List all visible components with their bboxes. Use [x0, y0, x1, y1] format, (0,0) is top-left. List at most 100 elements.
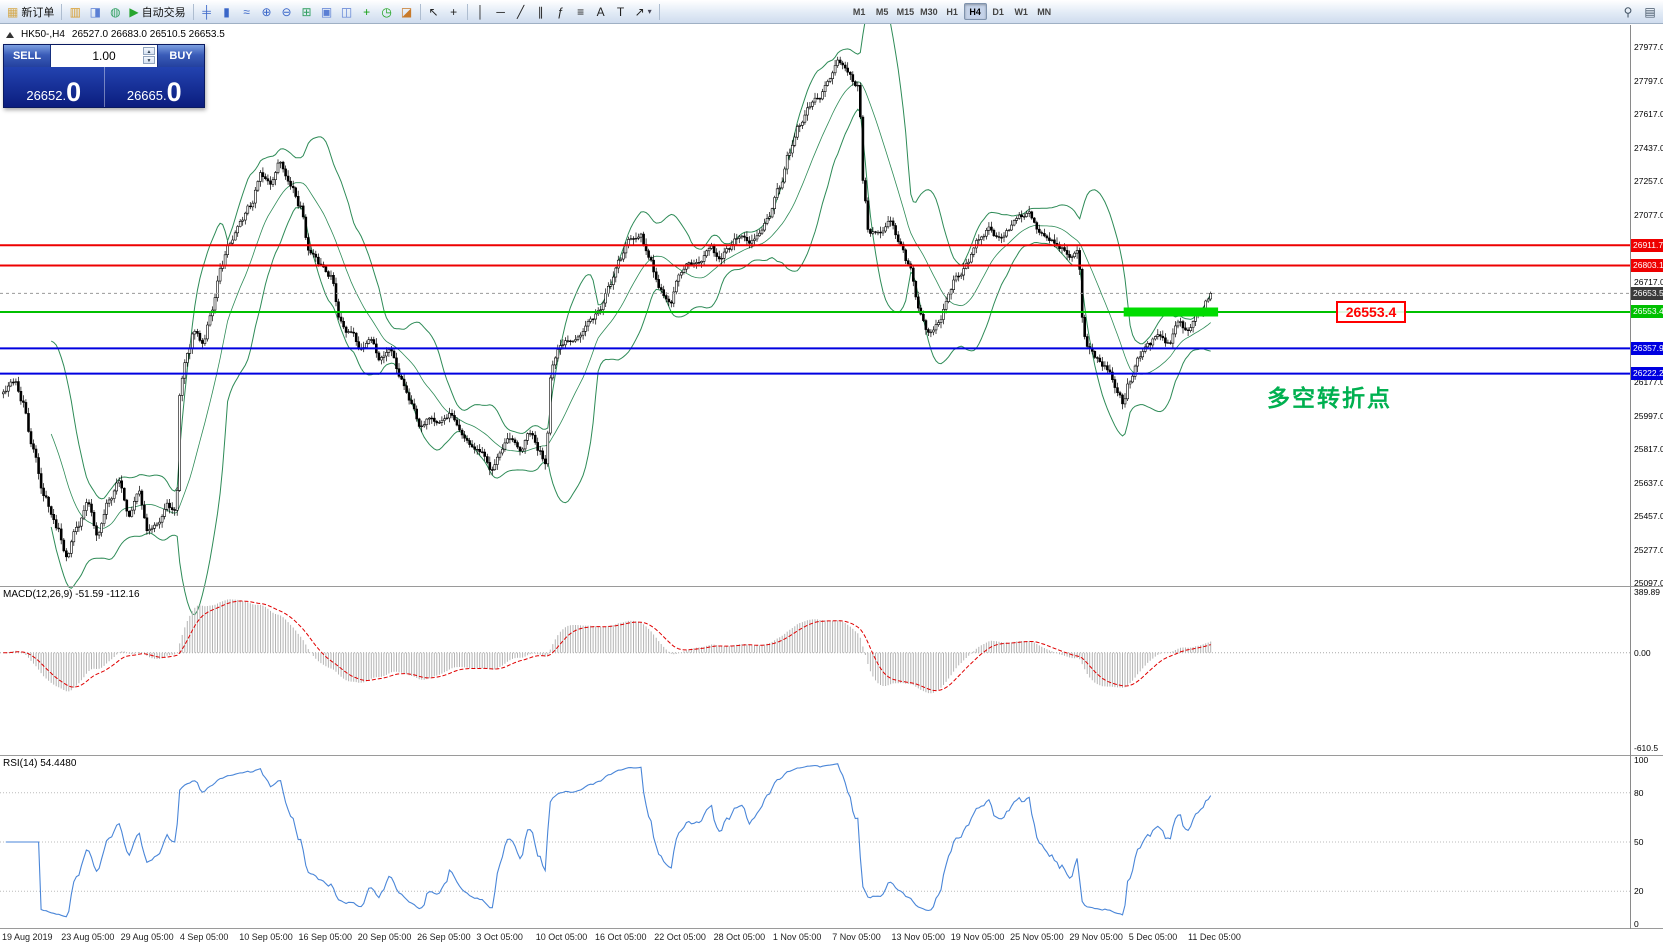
volume-field: ▲ ▼: [50, 45, 158, 67]
sell-price-big-digit: 0: [66, 77, 82, 108]
crosshair-icon: +: [450, 4, 458, 19]
volume-input[interactable]: [71, 49, 137, 63]
main-toolbar: ▦ 新订单 ▥ ◨ ◍ ▶ 自动交易 ╪ ▮ ≈ ⊕ ⊖ ⊞ ▣ ◫ + ◷ ◪ ↖ + │ ─ ╱ ∥ ƒ ≡ A T…: [0, 0, 1663, 24]
elliott-button[interactable]: ≡: [571, 2, 591, 22]
timeframe-w1-button[interactable]: W1: [1014, 6, 1028, 17]
cursor-icon: ↖: [428, 4, 439, 19]
cycles-button[interactable]: ◷: [377, 2, 397, 22]
templates-icon: ◪: [400, 4, 413, 19]
elliott-icon: ≡: [577, 4, 585, 19]
text-button[interactable]: A: [591, 2, 611, 22]
oneclick-toggle-icon[interactable]: [6, 31, 14, 38]
trendline-icon: ╱: [516, 4, 525, 19]
highlight-zone[interactable]: [1123, 307, 1219, 317]
timeframe-h1-button[interactable]: H1: [946, 6, 958, 17]
buy-price-big-digit: 0: [166, 77, 182, 108]
sell-price-main: 26652.: [26, 88, 67, 103]
timeframe-m30-button[interactable]: M30: [920, 6, 938, 17]
indicators-icon: +: [363, 4, 371, 19]
buy-price-main: 26665.: [126, 88, 167, 103]
price-divider: [103, 67, 105, 107]
bollinger-upper-band: [50, 0, 1212, 500]
timeframe-h4-button[interactable]: H4: [963, 3, 987, 20]
bollinger-middle-band: [50, 81, 1211, 529]
label-button[interactable]: T: [611, 2, 631, 22]
arrange-windows-button[interactable]: ▣: [317, 2, 337, 22]
macd-signal-line: [3, 600, 1211, 692]
toolbar-separator: [419, 3, 421, 20]
navigator-button[interactable]: ◍: [105, 2, 125, 22]
arrange-windows-icon: ▣: [320, 4, 333, 19]
toolbar-separator: [658, 3, 660, 20]
candlestick-chart-icon: ▮: [223, 4, 230, 19]
line-chart-icon: ≈: [243, 4, 250, 19]
zoom-in-icon: ⊕: [261, 4, 272, 19]
line-chart-button[interactable]: ≈: [237, 2, 257, 22]
zoom-in-button[interactable]: ⊕: [257, 2, 277, 22]
toolbar-separator: [192, 3, 194, 20]
tile-windows-icon: ⊞: [301, 4, 312, 19]
search-icon: ⚲: [1623, 4, 1633, 19]
candlestick-chart-button[interactable]: ▮: [217, 2, 237, 22]
bull-candles: [1, 59, 1212, 558]
horizontal-line-icon: ─: [496, 4, 505, 19]
new-order-label: 新订单: [21, 6, 55, 19]
navigator-icon: ◍: [110, 4, 121, 19]
chevron-down-icon: ▾: [647, 7, 652, 16]
timeframe-d1-button[interactable]: D1: [992, 6, 1004, 17]
sell-button[interactable]: SELL: [4, 45, 50, 67]
timeframe-m15-button[interactable]: M15: [896, 6, 915, 17]
sell-price[interactable]: 26652. 0: [4, 67, 104, 107]
new-order-button[interactable]: ▦ 新订单: [3, 2, 58, 22]
autotrade-label: 自动交易: [141, 6, 186, 19]
panels-icon: ▤: [1644, 4, 1656, 19]
autotrade-button[interactable]: ▶ 自动交易: [125, 2, 189, 22]
timeframe-m1-button[interactable]: M1: [852, 6, 866, 17]
rsi-line: [5, 763, 1212, 918]
data-window-button[interactable]: ◨: [85, 2, 105, 22]
new-order-icon: ▦: [7, 4, 19, 19]
data-window-icon: ◨: [89, 4, 102, 19]
tile-windows-button[interactable]: ⊞: [297, 2, 317, 22]
fibonacci-button[interactable]: ƒ: [551, 2, 571, 22]
volume-up-icon[interactable]: ▲: [143, 47, 155, 55]
vertical-line-icon: │: [476, 4, 485, 19]
trendline-button[interactable]: ╱: [511, 2, 531, 22]
label-icon: T: [616, 4, 625, 19]
cascade-windows-button[interactable]: ◫: [337, 2, 357, 22]
channel-button[interactable]: ∥: [531, 2, 551, 22]
cycles-icon: ◷: [381, 4, 392, 19]
volume-down-icon[interactable]: ▼: [143, 56, 155, 64]
timeframe-m5-button[interactable]: M5: [875, 6, 889, 17]
one-click-trading-panel: SELL ▲ ▼ BUY 26652.0 26665.0: [3, 44, 205, 108]
bar-chart-button[interactable]: ╪: [197, 2, 217, 22]
search-button[interactable]: ⚲: [1618, 2, 1638, 22]
buy-button[interactable]: BUY: [158, 45, 204, 67]
bear-candles: [12, 59, 1190, 558]
toolbar-separator: [61, 3, 63, 20]
macd-histogram: [5, 599, 1212, 694]
cursor-button[interactable]: ↖: [424, 2, 444, 22]
cascade-windows-icon: ◫: [340, 4, 353, 19]
zoom-out-button[interactable]: ⊖: [277, 2, 297, 22]
indicators-button[interactable]: +: [357, 2, 377, 22]
panels-button[interactable]: ▤: [1640, 2, 1660, 22]
arrows-icon: ↗: [634, 4, 645, 19]
buy-price[interactable]: 26665. 0: [105, 67, 205, 107]
crosshair-button[interactable]: +: [444, 2, 464, 22]
horizontal-line-button[interactable]: ─: [491, 2, 511, 22]
toolbar-separator: [466, 3, 468, 20]
templates-button[interactable]: ◪: [397, 2, 417, 22]
candle-wicks: [2, 56, 1212, 562]
vertical-line-button[interactable]: │: [471, 2, 491, 22]
fibonacci-icon: ƒ: [557, 4, 564, 19]
bollinger-lower-band: [50, 108, 1211, 616]
market-watch-icon: ▥: [69, 4, 82, 19]
timeframe-mn-button[interactable]: MN: [1037, 6, 1052, 17]
arrows-button[interactable]: ↗ ▾: [631, 2, 656, 22]
market-watch-button[interactable]: ▥: [65, 2, 85, 22]
autotrade-icon: ▶: [129, 4, 139, 19]
bar-chart-icon: ╪: [202, 4, 211, 19]
